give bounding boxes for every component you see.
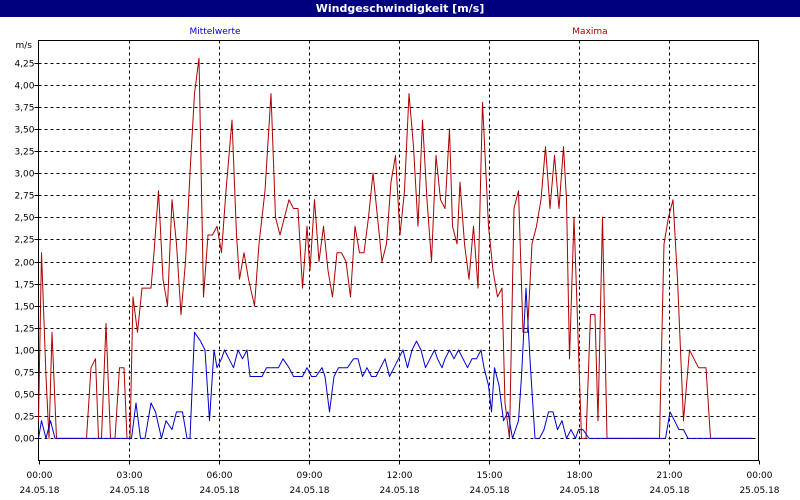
x-tick-date: 24.05.18 — [649, 486, 689, 496]
y-tick-label: 0,75 — [14, 369, 34, 379]
y-tick-label: 2,50 — [14, 214, 34, 224]
y-tick-label: 3,50 — [14, 126, 34, 136]
x-tick-time: 18:00 — [567, 471, 593, 481]
x-tick-time: 03:00 — [117, 471, 143, 481]
y-tick-label: 4,00 — [14, 82, 34, 92]
series-line-mittelwerte — [38, 287, 753, 439]
x-tick-time: 21:00 — [657, 471, 683, 481]
x-tick-date: 24.05.18 — [199, 486, 239, 496]
x-tick-date: 24.05.18 — [109, 486, 149, 496]
x-tick-date: 24.05.18 — [289, 486, 329, 496]
y-axis-label: m/s — [16, 41, 33, 51]
plot-frame — [38, 40, 759, 461]
series-line-maxima — [38, 57, 753, 439]
x-tick-date: 24.05.18 — [559, 486, 599, 496]
x-tick-labels: 00:00 24.05.18 03:00 24.05.18 06:00 24.05.18 0… — [19, 471, 779, 496]
x-tick-time: 06:00 — [207, 471, 233, 481]
legend-maxima: Maxima — [572, 27, 607, 37]
x-tick-date: 24.05.18 — [19, 486, 59, 496]
x-tick-time: 09:00 — [297, 471, 323, 481]
y-tick-label: 1,75 — [14, 281, 34, 291]
y-tick-label: 2,00 — [14, 259, 34, 269]
y-tick-label: 2,25 — [14, 236, 34, 246]
x-tick-time: 00:00 — [27, 471, 53, 481]
grid-lines — [34, 40, 760, 465]
y-tick-label: 1,50 — [14, 303, 34, 313]
y-tick-label: 4,25 — [14, 60, 34, 70]
y-tick-label: 1,25 — [14, 325, 34, 335]
y-tick-label: 3,75 — [14, 104, 34, 114]
x-tick-time: 15:00 — [477, 471, 503, 481]
legend-mittelwerte: Mittelwerte — [189, 27, 240, 37]
chart-title: Windgeschwindigkeit [m/s] — [315, 2, 485, 15]
y-tick-label: 3,00 — [14, 170, 34, 180]
x-tick-time: 00:00 — [747, 471, 773, 481]
y-tick-label: 0,25 — [14, 413, 34, 423]
y-tick-label: 0,50 — [14, 391, 34, 401]
y-tick-labels: 0,00 0,25 0,50 0,75 1,00 1,25 1,50 1,75 2,00 2,25… — [14, 60, 34, 445]
y-tick-label: 3,25 — [14, 148, 34, 158]
x-tick-date: 25.05.18 — [739, 486, 779, 496]
y-tick-label: 0,00 — [14, 435, 34, 445]
x-tick-date: 24.05.18 — [379, 486, 419, 496]
x-tick-date: 24.05.18 — [469, 486, 509, 496]
x-tick-time: 12:00 — [387, 471, 413, 481]
y-tick-label: 1,00 — [14, 347, 34, 357]
y-tick-label: 2,75 — [14, 192, 34, 202]
series-layer — [38, 57, 753, 439]
chart-title-bar: Windgeschwindigkeit [m/s] — [0, 0, 800, 17]
